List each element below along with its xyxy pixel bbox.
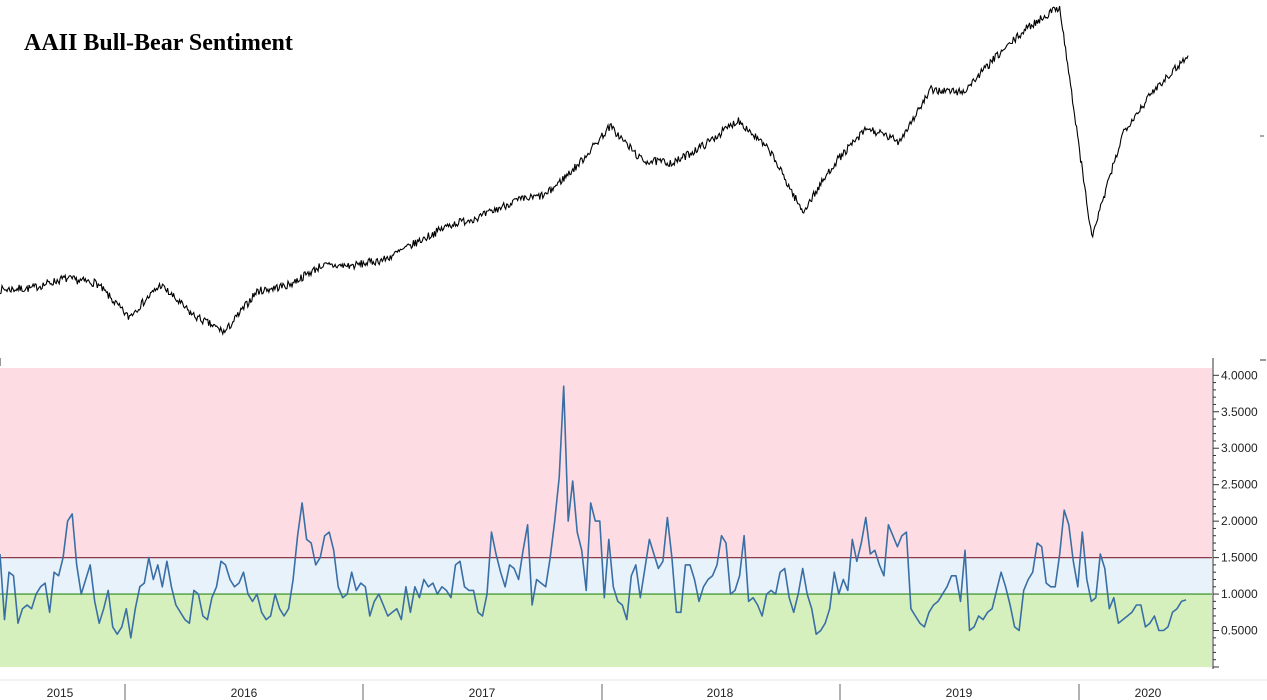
y-axis: 4.0000 3.5000 3.0000 2.5000 2.0000 1.5000 1.00… xyxy=(0,358,1266,669)
chart-title: AAII Bull-Bear Sentiment xyxy=(24,30,293,56)
y-tick-label: 3.5000 xyxy=(1221,405,1258,419)
y-tick-label: 4.0000 xyxy=(1221,368,1258,382)
y-tick-label: 2.0000 xyxy=(1221,514,1258,528)
x-axis: 2015 2016 2017 2018 2019 2020 xyxy=(0,679,1267,700)
x-tick-label: 2015 xyxy=(47,686,74,700)
x-tick-label: 2017 xyxy=(469,686,496,700)
index-price-line xyxy=(0,5,1189,337)
x-tick-label: 2018 xyxy=(707,686,734,700)
x-tick-label: 2016 xyxy=(231,686,258,700)
y-tick-label: 1.0000 xyxy=(1221,587,1258,601)
x-tick-label: 2019 xyxy=(946,686,973,700)
y-tick-label: 1.5000 xyxy=(1221,551,1258,565)
sentiment-line xyxy=(0,385,1187,639)
zone-band-2 xyxy=(0,594,1212,667)
reference-lines xyxy=(0,556,1212,595)
y-tick-label: 2.5000 xyxy=(1221,478,1258,492)
x-tick-label: 2020 xyxy=(1135,686,1162,700)
y-tick-label: 3.0000 xyxy=(1221,441,1258,455)
y-tick-label: 0.5000 xyxy=(1221,624,1258,638)
sentiment-line-group xyxy=(0,385,1187,639)
index-price-panel xyxy=(0,5,1264,337)
zone-band-0 xyxy=(0,368,1212,558)
sentiment-zones xyxy=(0,368,1212,667)
